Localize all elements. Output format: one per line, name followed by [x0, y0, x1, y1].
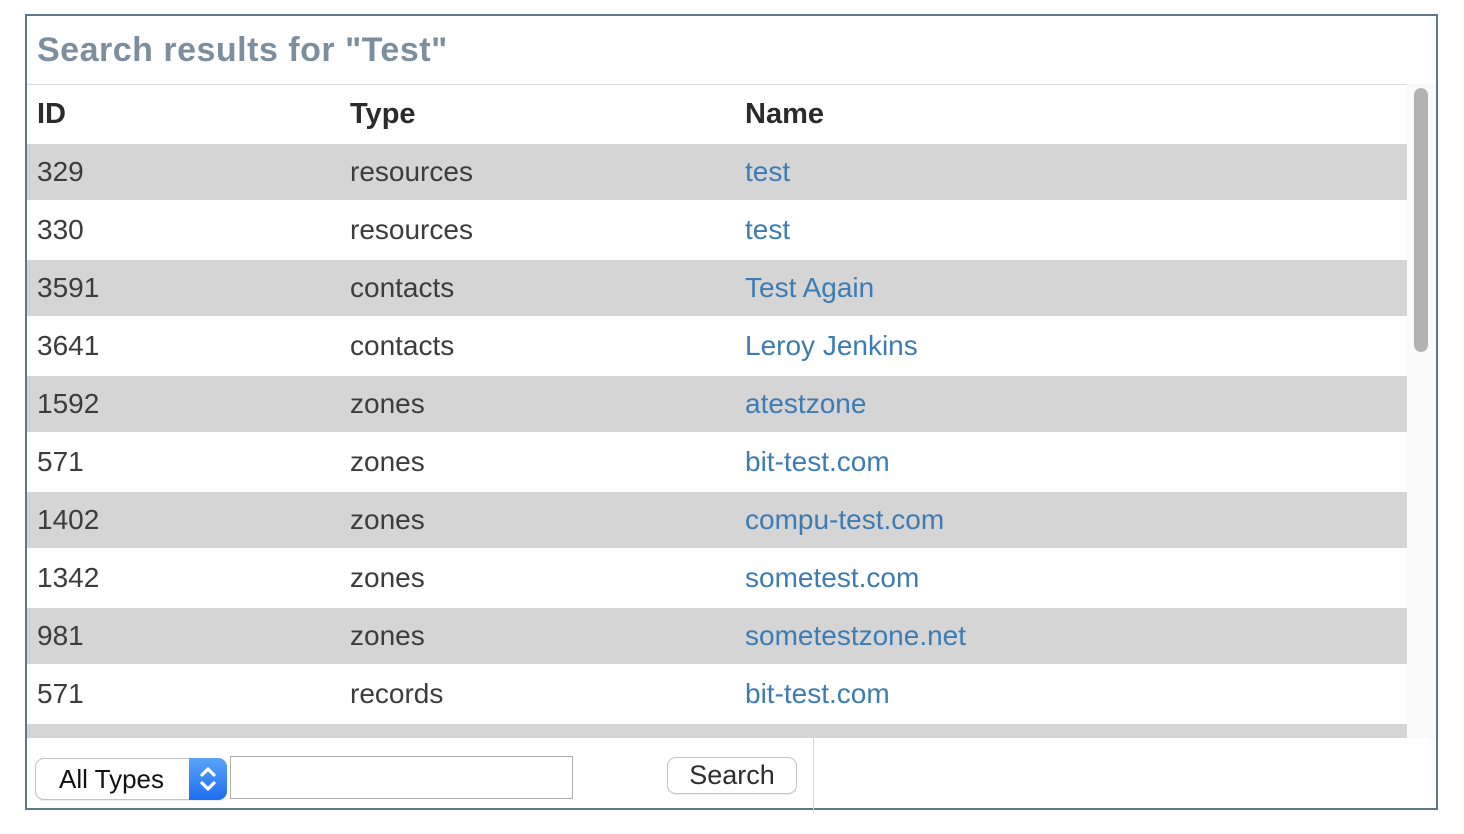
row-name-cell	[745, 724, 1407, 738]
search-button[interactable]: Search	[667, 757, 797, 794]
row-name-cell: test	[745, 144, 1407, 200]
row-type-cell: resources	[350, 144, 745, 200]
title-bar: Search results for "Test"	[27, 16, 1436, 84]
page-title: Search results for "Test"	[37, 31, 448, 69]
result-link[interactable]: test	[745, 156, 791, 187]
row-id-cell: 571	[27, 666, 350, 722]
row-type-cell: contacts	[350, 318, 745, 374]
scrollbar-thumb[interactable]	[1414, 88, 1428, 352]
row-name-cell: sometestzone.net	[745, 608, 1407, 664]
table-row: 1342 zones sometest.com	[27, 550, 1407, 606]
footer-right-divider	[813, 738, 814, 813]
type-filter-selected-value: All Types	[58, 763, 164, 794]
results-table: ID Type Name 329 resources test 330 reso…	[27, 85, 1407, 738]
column-header-id: ID	[27, 87, 350, 142]
row-type-cell: resources	[350, 202, 745, 258]
row-name-cell: sometest.com	[745, 550, 1407, 606]
table-row: 330 resources test	[27, 202, 1407, 258]
row-id-cell	[27, 724, 350, 738]
result-link[interactable]: sometestzone.net	[745, 620, 967, 651]
column-header-name: Name	[745, 87, 1407, 142]
row-id-cell: 1342	[27, 550, 350, 606]
table-row: 1402 zones compu-test.com	[27, 492, 1407, 548]
row-id-cell: 981	[27, 608, 350, 664]
search-input[interactable]	[230, 756, 573, 799]
result-link[interactable]: Test Again	[745, 272, 875, 303]
search-results-dialog: Search results for "Test" ID Type Name 3…	[25, 14, 1438, 813]
table-header-row: ID Type Name	[27, 87, 1407, 142]
row-type-cell: zones	[350, 492, 745, 548]
row-name-cell: Leroy Jenkins	[745, 318, 1407, 374]
table-row: 329 resources test	[27, 144, 1407, 200]
row-name-cell: bit-test.com	[745, 434, 1407, 490]
results-scroll-area: ID Type Name 329 resources test 330 reso…	[27, 84, 1407, 738]
row-id-cell: 330	[27, 202, 350, 258]
row-id-cell: 3641	[27, 318, 350, 374]
table-row-partial	[27, 724, 1407, 738]
table-row: 3591 contacts Test Again	[27, 260, 1407, 316]
result-link[interactable]: test	[745, 214, 791, 245]
row-id-cell: 329	[27, 144, 350, 200]
type-filter-select[interactable]: All Types	[35, 758, 227, 800]
row-name-cell: test	[745, 202, 1407, 258]
results-body: ID Type Name 329 resources test 330 reso…	[27, 84, 1436, 738]
updown-chevron-icon	[189, 758, 227, 800]
scrollbar-track[interactable]	[1407, 84, 1436, 738]
result-link[interactable]: bit-test.com	[745, 446, 890, 477]
row-type-cell: records	[350, 666, 745, 722]
table-row: 571 zones bit-test.com	[27, 434, 1407, 490]
row-name-cell: bit-test.com	[745, 666, 1407, 722]
row-id-cell: 1402	[27, 492, 350, 548]
row-type-cell: zones	[350, 608, 745, 664]
row-type-cell: zones	[350, 434, 745, 490]
footer-form: All Types Search	[27, 738, 1436, 813]
row-name-cell: compu-test.com	[745, 492, 1407, 548]
row-type-cell: contacts	[350, 260, 745, 316]
row-name-cell: Test Again	[745, 260, 1407, 316]
result-link[interactable]: compu-test.com	[745, 504, 945, 535]
row-type-cell: zones	[350, 376, 745, 432]
result-link[interactable]: bit-test.com	[745, 678, 890, 709]
row-id-cell: 1592	[27, 376, 350, 432]
result-link[interactable]: sometest.com	[745, 562, 920, 593]
row-type-cell: zones	[350, 550, 745, 606]
row-id-cell: 3591	[27, 260, 350, 316]
row-id-cell: 571	[27, 434, 350, 490]
result-link[interactable]: atestzone	[745, 388, 867, 419]
table-row: 1592 zones atestzone	[27, 376, 1407, 432]
result-link[interactable]: Leroy Jenkins	[745, 330, 918, 361]
row-type-cell	[350, 724, 745, 738]
column-header-type: Type	[350, 87, 745, 142]
table-row: 571 records bit-test.com	[27, 666, 1407, 722]
table-row: 981 zones sometestzone.net	[27, 608, 1407, 664]
table-row: 3641 contacts Leroy Jenkins	[27, 318, 1407, 374]
row-name-cell: atestzone	[745, 376, 1407, 432]
